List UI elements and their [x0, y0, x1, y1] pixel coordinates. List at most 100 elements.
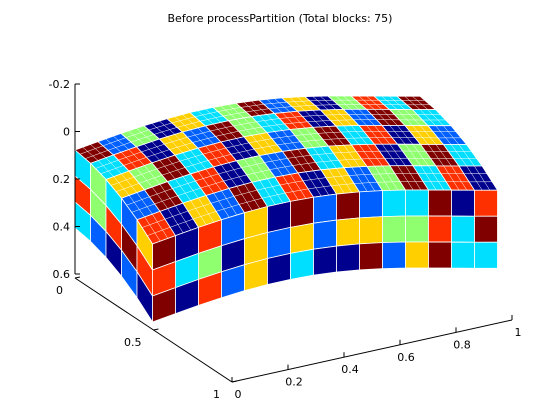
grid-line — [190, 150, 207, 170]
grid-line — [303, 177, 327, 181]
grid-line — [174, 178, 191, 201]
grid-line — [285, 188, 309, 194]
grid-line — [397, 125, 414, 145]
grid-line — [335, 95, 352, 110]
x-tick-label: 0.4 — [341, 363, 359, 376]
grid-line — [427, 144, 444, 167]
grid-line — [218, 107, 242, 112]
side-block — [382, 189, 406, 218]
grid-line — [162, 167, 186, 176]
grid-line — [428, 165, 445, 191]
grid-line — [280, 180, 304, 186]
grid-line — [159, 120, 175, 135]
grid-line — [149, 122, 173, 131]
grid-line — [213, 192, 230, 218]
grid-line — [243, 101, 260, 116]
grid-line — [205, 108, 221, 123]
side-block — [474, 215, 498, 243]
grid-line — [216, 204, 240, 212]
grid-line — [200, 115, 224, 122]
grid-line — [231, 148, 255, 155]
grid-line — [274, 131, 291, 151]
grid-line — [359, 166, 376, 192]
grid-line — [343, 125, 360, 145]
grid-line — [233, 121, 257, 127]
grid-line — [234, 189, 258, 197]
side-block — [428, 215, 452, 243]
grid-line — [241, 162, 265, 168]
grid-line — [289, 150, 306, 172]
grid-line — [142, 218, 166, 228]
grid-line — [164, 136, 188, 145]
grid-line — [327, 109, 344, 126]
grid-line — [228, 162, 245, 185]
grid-line — [259, 133, 276, 153]
grid-line — [282, 175, 299, 200]
grid-line — [105, 157, 122, 174]
grid-line — [190, 200, 207, 225]
grid-line — [338, 158, 362, 161]
grid-line — [343, 145, 360, 167]
grid-line — [193, 211, 217, 220]
grid-line — [287, 154, 311, 159]
grid-line — [246, 169, 270, 176]
grid-line — [223, 111, 247, 117]
grid-line — [389, 96, 405, 110]
grid-line — [358, 109, 375, 126]
grid-line — [266, 153, 283, 176]
grid-line — [213, 143, 230, 163]
grid-line — [134, 168, 158, 178]
grid-line — [326, 175, 350, 178]
grid-line — [257, 184, 281, 191]
grid-line — [143, 143, 160, 161]
side-block — [382, 215, 406, 244]
grid-line — [264, 158, 288, 163]
side-block — [451, 241, 475, 269]
z-tick-label: 0.2 — [53, 173, 71, 186]
grid-line — [218, 167, 242, 175]
side-block — [290, 222, 314, 254]
grid-line — [154, 127, 178, 135]
grid-line — [147, 226, 171, 236]
grid-line — [97, 160, 114, 177]
grid-line — [458, 144, 475, 167]
grid-line — [118, 151, 142, 161]
grid-line — [361, 158, 385, 160]
grid-line — [297, 128, 314, 148]
grid-line — [350, 109, 367, 126]
grid-line — [85, 149, 109, 159]
y-tick-mark — [153, 328, 159, 331]
x-axis-line — [231, 319, 513, 383]
grid-line — [195, 173, 219, 182]
grid-line — [149, 188, 173, 197]
grid-line — [269, 165, 293, 170]
grid-line — [151, 141, 168, 158]
side-block — [136, 270, 153, 324]
y-tick-label: 0 — [56, 284, 63, 297]
side-block — [451, 215, 475, 243]
grid-line — [131, 134, 155, 143]
grid-line — [281, 112, 298, 129]
x-tick-label: 0 — [235, 388, 242, 401]
grid-line — [336, 168, 353, 193]
side-block — [428, 241, 452, 269]
grid-line — [146, 149, 170, 158]
grid-line — [205, 169, 222, 191]
grid-line — [154, 195, 178, 205]
grid-line — [382, 165, 399, 191]
grid-line — [325, 114, 349, 116]
grid-line — [235, 119, 252, 136]
x-tick-label: 0.6 — [397, 351, 415, 364]
grid-line — [167, 208, 184, 233]
grid-line — [274, 152, 291, 175]
side-block — [290, 196, 314, 228]
side-block — [290, 248, 314, 280]
side-block — [336, 191, 360, 221]
grid-line — [205, 145, 222, 165]
y-tick-label: 1 — [213, 388, 220, 401]
grid-line — [259, 180, 276, 205]
grid-line — [95, 159, 119, 169]
side-block — [382, 241, 406, 270]
grid-line — [323, 138, 347, 140]
chart-title: Before processPartition (Total blocks: 7… — [168, 12, 393, 25]
